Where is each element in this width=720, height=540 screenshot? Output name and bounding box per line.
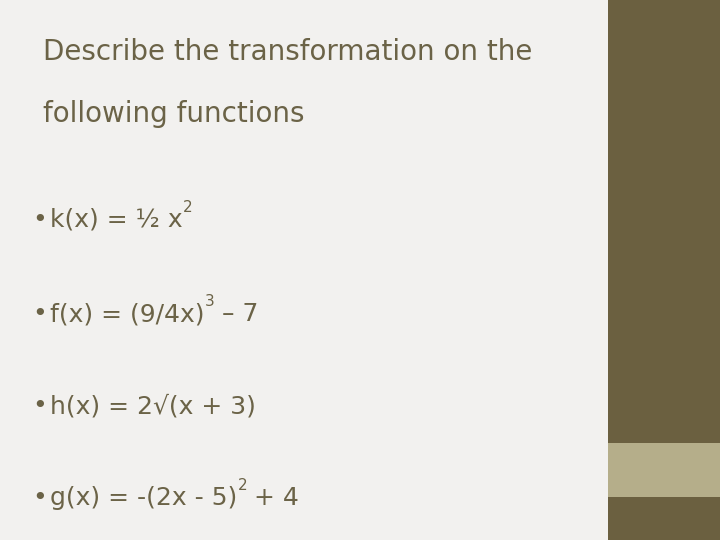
Text: k(x) = ½ x: k(x) = ½ x	[50, 208, 183, 232]
Text: following functions: following functions	[43, 100, 305, 128]
Bar	[608, 0, 720, 443]
Text: h(x) = 2√(x + 3): h(x) = 2√(x + 3)	[50, 394, 256, 418]
Text: – 7: – 7	[214, 302, 258, 326]
Bar	[0, 0, 608, 540]
Text: Describe the transformation on the: Describe the transformation on the	[43, 38, 533, 66]
Text: •: •	[32, 394, 47, 418]
Text: f(x) = (9/4x): f(x) = (9/4x)	[50, 302, 205, 326]
Text: + 4: + 4	[246, 486, 300, 510]
Text: •: •	[32, 486, 47, 510]
Text: •: •	[32, 302, 47, 326]
Text: 3: 3	[205, 294, 215, 309]
Text: g(x) = -(2x - 5): g(x) = -(2x - 5)	[50, 486, 238, 510]
Text: •: •	[32, 208, 47, 232]
Text: 2: 2	[183, 200, 193, 215]
Text: 2: 2	[238, 478, 247, 493]
Bar	[608, 497, 720, 540]
Bar	[608, 443, 720, 497]
